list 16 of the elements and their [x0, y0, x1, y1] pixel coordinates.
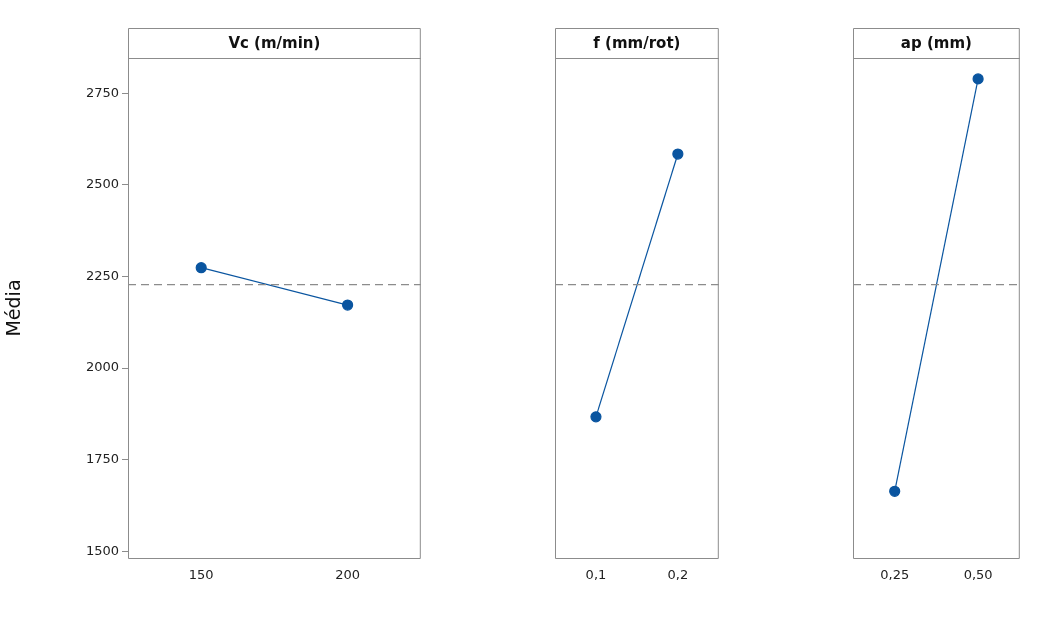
y-tick-label: 2000 [85, 359, 119, 375]
y-tick-label: 1750 [85, 451, 119, 467]
chart-title: ap (mm) [900, 33, 972, 52]
x-tick-label: 0,25 [880, 567, 910, 583]
y-tick-label: 2750 [85, 84, 119, 100]
x-tick-label: 0,1 [585, 567, 607, 583]
x-tick-label: 0,2 [667, 567, 689, 583]
y-tick-label: 2250 [85, 267, 119, 283]
x-tick-label: 150 [188, 567, 214, 583]
chart-title: f (mm/rot) [593, 33, 681, 52]
y-tick-label: 2500 [85, 176, 119, 192]
x-tick-label: 200 [335, 567, 361, 583]
chart-title: Vc (m/min) [228, 33, 321, 52]
y-axis-title: Média [2, 279, 25, 337]
x-tick-label: 0,50 [963, 567, 993, 583]
y-tick-label: 1500 [85, 542, 119, 558]
